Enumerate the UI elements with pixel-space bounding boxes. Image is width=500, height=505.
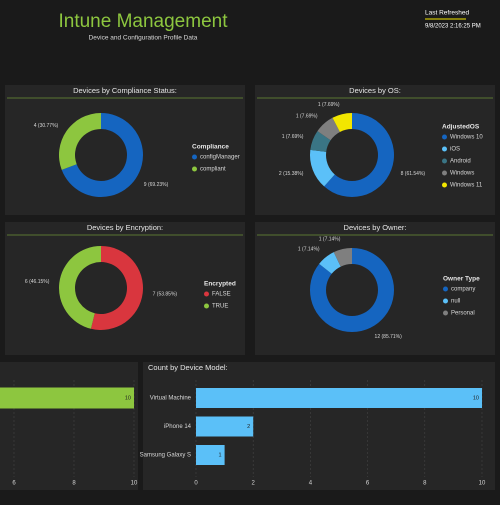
y-category-label: Samsung Galaxy S — [140, 453, 191, 459]
x-tick-label: 2 — [252, 481, 256, 487]
legend-label: Windows 10 — [450, 135, 483, 141]
x-tick-label: 0 — [194, 481, 198, 487]
y-category-label: Virtual Machine — [150, 396, 192, 402]
legend-label: Windows 11 — [450, 183, 483, 189]
donut-slice — [333, 248, 352, 267]
data-label: 7 (53.85%) — [153, 292, 178, 298]
data-label: 1 (7.69%) — [318, 102, 340, 108]
donut-slice — [324, 113, 394, 197]
panel — [5, 85, 245, 215]
panel — [5, 222, 245, 355]
panel — [255, 85, 495, 215]
data-label: 4 (30.77%) — [34, 123, 59, 129]
legend-marker — [442, 170, 447, 176]
donut-slice — [310, 149, 335, 187]
donut-slice — [319, 252, 341, 274]
legend-marker — [204, 291, 209, 297]
legend-title: AdjustedOS — [442, 124, 480, 131]
data-label: 1 (7.69%) — [282, 134, 304, 140]
page-title: Intune Management — [58, 11, 228, 32]
donut-slice — [310, 131, 331, 152]
y-category-label: iPhone 14 — [164, 424, 192, 430]
legend-label: company — [451, 287, 475, 293]
panel-title: Count by Device Model: — [148, 363, 228, 372]
page-subtitle: Device and Configuration Profile Data — [89, 35, 198, 42]
data-label: 2 (15.38%) — [279, 171, 304, 177]
legend-marker — [204, 303, 209, 309]
panel-title: Devices by OS: — [349, 86, 401, 95]
legend-marker — [442, 182, 447, 188]
legend-label: FALSE — [212, 292, 231, 298]
bar — [0, 387, 134, 409]
legend-title: Owner Type — [443, 276, 480, 283]
legend-marker — [442, 134, 447, 140]
data-label: 1 (7.14%) — [319, 237, 341, 243]
panel-title: Devices by Encryption: — [87, 223, 163, 232]
legend-label: Android — [450, 159, 471, 165]
donut-slice — [58, 113, 101, 170]
donut-slice — [332, 113, 352, 132]
bar — [196, 445, 225, 465]
data-label: 6 (46.15%) — [25, 279, 50, 285]
data-label: 12 (85.71%) — [375, 334, 403, 340]
data-label: 8 (61.54%) — [401, 171, 426, 177]
legend-label: null — [451, 299, 460, 305]
x-tick-label: 6 — [12, 481, 16, 487]
bar-value-label: 2 — [247, 424, 250, 430]
refresh-time: 9/8/2023 2:16:25 PM — [425, 24, 481, 30]
refresh-label: Last Refreshed — [425, 10, 469, 17]
legend-label: Windows — [450, 171, 474, 177]
legend-marker — [443, 310, 448, 316]
data-label: 1 (7.14%) — [298, 247, 320, 253]
x-tick-label: 10 — [479, 481, 486, 487]
legend-title: Encrypted — [204, 281, 236, 288]
x-tick-label: 8 — [72, 481, 76, 487]
legend-marker — [192, 166, 197, 172]
bar — [196, 388, 482, 408]
legend-marker — [442, 146, 447, 152]
donut-slice — [90, 246, 143, 331]
donut-slice — [61, 113, 143, 198]
bar-value-label: 10 — [125, 395, 131, 401]
panel — [255, 222, 495, 355]
legend-marker — [443, 298, 448, 304]
legend-title: Compliance — [192, 144, 229, 151]
bar-value-label: 10 — [473, 395, 479, 401]
donut-slice — [310, 248, 394, 332]
x-tick-label: 8 — [423, 481, 427, 487]
x-tick-label: 4 — [309, 481, 313, 487]
data-label: 1 (7.69%) — [296, 113, 318, 119]
x-tick-label: 10 — [131, 481, 138, 487]
legend-label: TRUE — [212, 304, 228, 310]
legend-marker — [443, 286, 448, 292]
x-tick-label: 6 — [366, 481, 370, 487]
donut-slice — [317, 117, 340, 141]
data-label: 9 (69.23%) — [144, 182, 169, 188]
legend-label: Personal — [451, 311, 475, 317]
bar-value-label: 1 — [219, 452, 222, 458]
legend-label: iOS — [450, 147, 460, 153]
panel — [0, 362, 138, 490]
legend-marker — [442, 158, 447, 164]
legend-label: compliant — [200, 167, 226, 173]
legend-label: configManager — [200, 155, 240, 161]
legend-marker — [192, 154, 197, 160]
panel-title: Devices by Compliance Status: — [73, 86, 177, 95]
panel-title: Devices by Owner: — [344, 223, 407, 232]
donut-slice — [58, 246, 101, 329]
bar — [196, 416, 254, 437]
